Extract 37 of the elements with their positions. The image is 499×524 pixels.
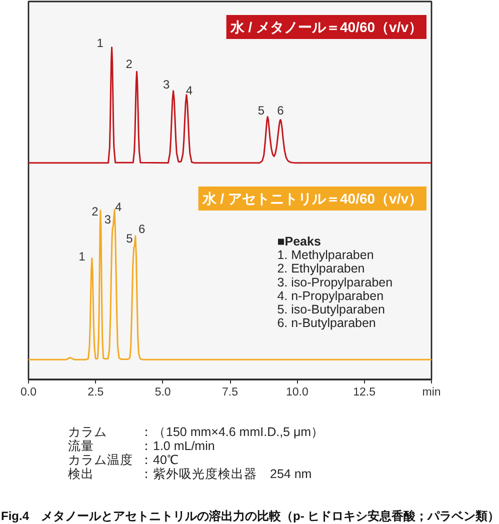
annotation: 3 xyxy=(104,212,112,226)
text: ：（150 mm×4.6 mmI.D.,5 μm） xyxy=(140,425,324,439)
annotation: 6. n-Butylparaben xyxy=(277,316,376,330)
annotation: 5 xyxy=(258,104,265,118)
annotation: 1 xyxy=(78,249,86,264)
text: カラム xyxy=(68,425,108,439)
x-tick-label: 2.5 xyxy=(88,386,104,398)
x-tick-label: 10.0 xyxy=(286,386,308,398)
annotation: 2. Ethylparaben xyxy=(277,262,365,276)
text: 水 / メタノール＝40/60（v/v） xyxy=(229,19,423,35)
annotation: 3. iso-Propylparaben xyxy=(277,275,393,290)
x-tick-label: 7.5 xyxy=(222,386,238,398)
annotation: 3 xyxy=(162,77,170,92)
x-tick-label: 5.0 xyxy=(154,386,171,398)
text: 水 / アセトニトリル＝40/60（v/v） xyxy=(201,190,423,206)
annotation: 1 xyxy=(96,36,104,50)
annotation: 4 xyxy=(115,200,122,214)
text: 流量 xyxy=(68,439,95,453)
text: ：40℃ xyxy=(140,453,179,467)
annotation: 4. n-Propylparaben xyxy=(277,288,384,303)
annotation: 2 xyxy=(126,56,133,71)
text: 検出 xyxy=(68,467,95,481)
annotation: 4 xyxy=(186,83,193,98)
text: ：1.0 mL/min xyxy=(140,439,215,453)
annotation: 1. Methylparaben xyxy=(277,248,374,262)
annotation: 6 xyxy=(138,222,146,236)
annotation: 5 xyxy=(126,231,134,246)
annotation: 6 xyxy=(277,104,284,118)
text: ：紫外吸光度検出器 254 nm xyxy=(140,467,312,481)
annotation: 5. iso-Butylparaben xyxy=(277,302,385,316)
x-tick-label: 12.5 xyxy=(353,386,376,398)
text: Fig.4 メタノールとアセトニトリルの溶出力の比較（p- ヒドロキシ安息香酸；パラベン類） xyxy=(0,508,499,524)
annotation: 2 xyxy=(92,204,99,219)
annotation: ■Peaks xyxy=(277,234,321,248)
x-tick-label: 0.0 xyxy=(20,386,37,398)
text: カラム温度 xyxy=(68,453,134,467)
x-tick-label: min xyxy=(422,386,441,398)
